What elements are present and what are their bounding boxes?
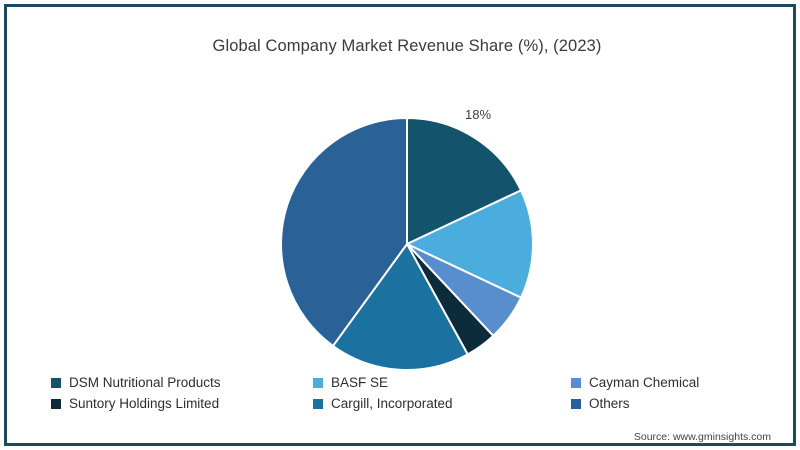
pie-chart <box>279 116 535 372</box>
source-attribution: Source: www.gminsights.com <box>633 431 771 443</box>
legend-item-others[interactable]: Others <box>571 396 751 411</box>
legend-item-label: DSM Nutritional Products <box>69 375 221 390</box>
legend-swatch-icon <box>313 377 323 388</box>
legend-item-label: Cayman Chemical <box>589 375 700 390</box>
pie-slice[interactable] <box>331 243 469 371</box>
legend-item-label: Suntory Holdings Limited <box>69 396 220 411</box>
legend-item-suntory-holdings-limited[interactable]: Suntory Holdings Limited <box>51 396 313 411</box>
legend-swatch-icon <box>571 398 581 409</box>
legend-item-label: Others <box>589 396 630 411</box>
legend-item-dsm-nutritional-products[interactable]: DSM Nutritional Products <box>51 375 313 390</box>
pie-slice-label-dsm: 18% <box>465 107 492 122</box>
legend-swatch-icon <box>313 398 323 409</box>
pie-slice[interactable] <box>406 189 535 299</box>
legend-item-label: Cargill, Incorporated <box>331 396 453 411</box>
pie-chart-svg <box>280 117 535 371</box>
legend-swatch-icon <box>51 377 61 388</box>
legend-item-label: BASF SE <box>331 375 389 390</box>
legend-item-cargill-incorporated[interactable]: Cargill, Incorporated <box>313 396 571 411</box>
legend-item-basf-se[interactable]: BASF SE <box>313 375 571 390</box>
page-title: Global Company Market Revenue Share (%),… <box>212 37 602 55</box>
legend-row: Suntory Holdings Limited Cargill, Incorp… <box>51 396 751 411</box>
legend-row: DSM Nutritional Products BASF SE Cayman … <box>51 375 751 390</box>
pie-slice[interactable] <box>406 117 523 245</box>
legend-swatch-icon <box>51 398 61 409</box>
legend-item-cayman-chemical[interactable]: Cayman Chemical <box>571 375 751 390</box>
chart-frame: Global Company Market Revenue Share (%),… <box>4 4 796 446</box>
pie-slice[interactable] <box>280 117 408 347</box>
legend: DSM Nutritional Products BASF SE Cayman … <box>51 375 751 417</box>
legend-swatch-icon <box>571 377 581 388</box>
